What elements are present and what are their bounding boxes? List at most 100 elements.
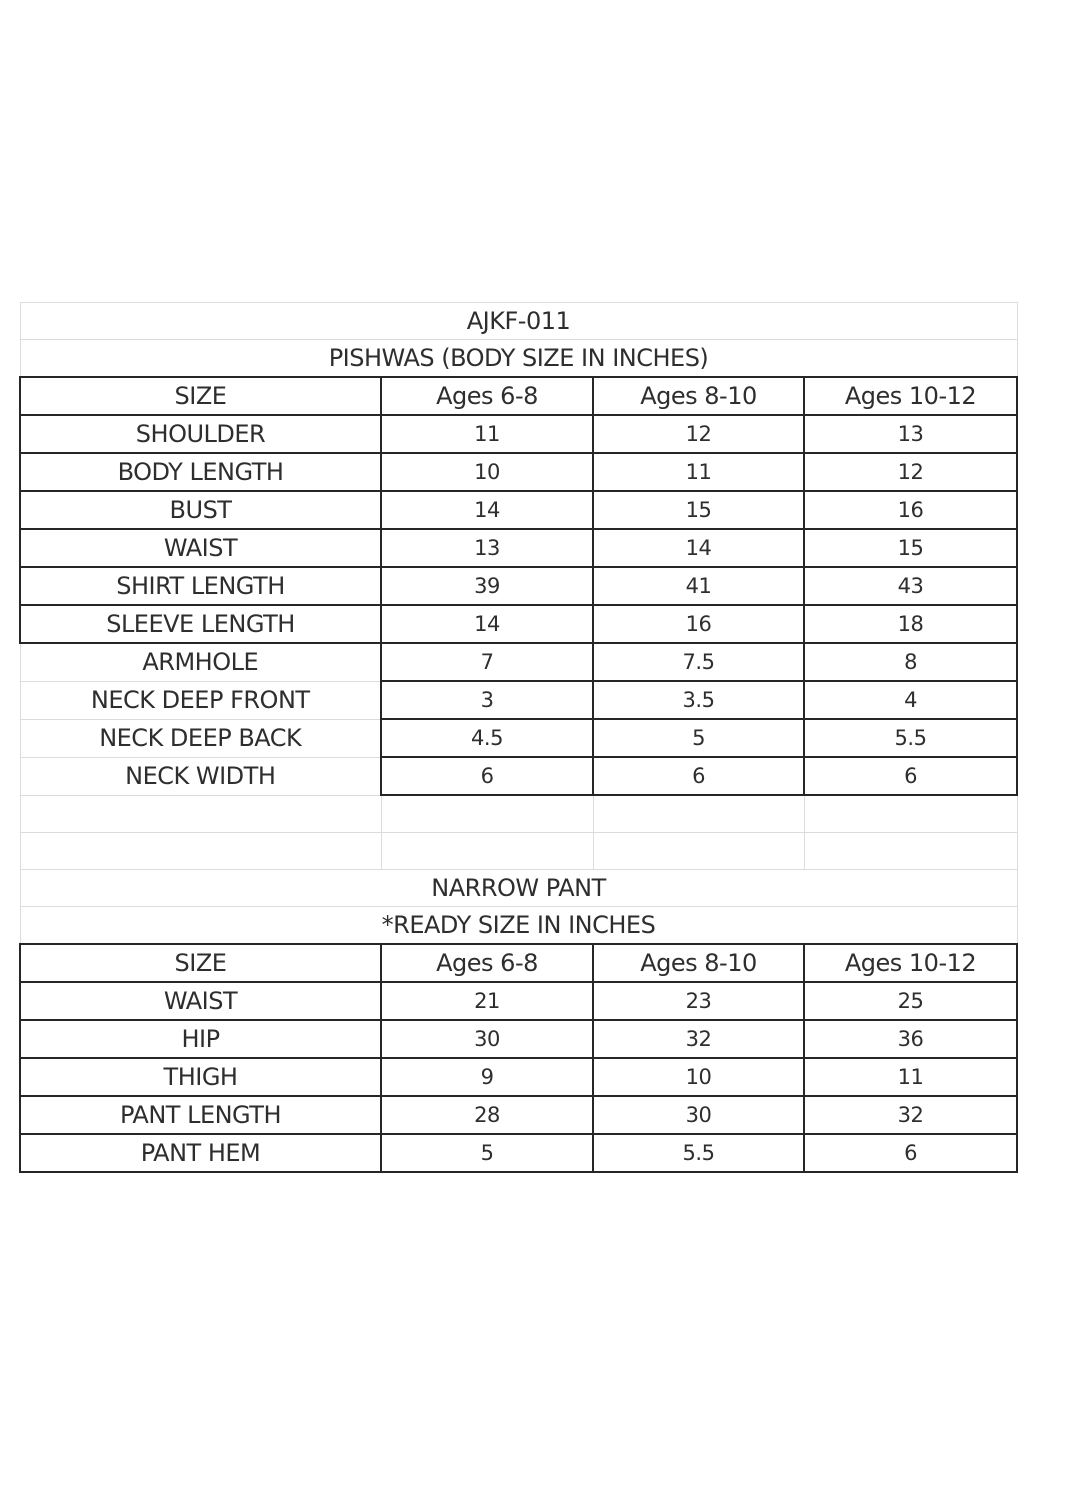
section-title: PISHWAS (BODY SIZE IN INCHES) bbox=[19, 339, 1018, 378]
empty-cell bbox=[380, 832, 594, 870]
cell-value: 9 bbox=[380, 1057, 594, 1097]
table-row: NECK DEEP FRONT 3 3.5 4 bbox=[19, 680, 1019, 720]
cell-value: 14 bbox=[380, 490, 594, 530]
cell-value: 12 bbox=[592, 414, 805, 454]
table-row: SHIRT LENGTH 39 41 43 bbox=[19, 566, 1019, 606]
table-row: BUST 14 15 16 bbox=[19, 490, 1019, 530]
title-row: *READY SIZE IN INCHES bbox=[19, 906, 1018, 945]
cell-value: 6 bbox=[592, 756, 805, 796]
cell-value: 15 bbox=[592, 490, 805, 530]
cell-value: 32 bbox=[802, 1095, 1019, 1135]
row-label: SLEEVE LENGTH bbox=[19, 604, 382, 644]
cell-value: 41 bbox=[592, 566, 805, 606]
row-label: PANT HEM bbox=[19, 1133, 382, 1173]
table-row: BODY LENGTH 10 11 12 bbox=[19, 452, 1019, 492]
header-row: SIZE Ages 6-8 Ages 8-10 Ages 10-12 bbox=[19, 943, 1019, 983]
cell-value: 32 bbox=[592, 1019, 805, 1059]
cell-value: 36 bbox=[802, 1019, 1019, 1059]
cell-value: 16 bbox=[592, 604, 805, 644]
column-header: Ages 10-12 bbox=[802, 376, 1019, 416]
row-label: HIP bbox=[19, 1019, 382, 1059]
cell-value: 39 bbox=[380, 566, 594, 606]
table-row: SLEEVE LENGTH 14 16 18 bbox=[19, 604, 1019, 644]
section-subtitle: *READY SIZE IN INCHES bbox=[19, 906, 1018, 945]
cell-value: 16 bbox=[802, 490, 1019, 530]
empty-cell bbox=[380, 794, 594, 833]
cell-value: 10 bbox=[380, 452, 594, 492]
table-row: THIGH 9 10 11 bbox=[19, 1057, 1019, 1097]
empty-cell bbox=[803, 832, 1018, 870]
cell-value: 18 bbox=[802, 604, 1019, 644]
cell-value: 7 bbox=[380, 642, 594, 682]
cell-value: 5 bbox=[380, 1133, 594, 1173]
table-row: HIP 30 32 36 bbox=[19, 1019, 1019, 1059]
cell-value: 4.5 bbox=[380, 718, 594, 758]
cell-value: 11 bbox=[802, 1057, 1019, 1097]
cell-value: 4 bbox=[802, 680, 1019, 720]
empty-cell bbox=[592, 832, 805, 870]
row-label: NECK DEEP BACK bbox=[19, 718, 382, 758]
title-row: AJKF-011 bbox=[19, 302, 1018, 340]
cell-value: 3 bbox=[380, 680, 594, 720]
row-label: PANT LENGTH bbox=[19, 1095, 382, 1135]
cell-value: 30 bbox=[592, 1095, 805, 1135]
cell-value: 10 bbox=[592, 1057, 805, 1097]
cell-value: 14 bbox=[380, 604, 594, 644]
title-row: PISHWAS (BODY SIZE IN INCHES) bbox=[19, 339, 1018, 378]
cell-value: 23 bbox=[592, 981, 805, 1021]
row-label: WAIST bbox=[19, 528, 382, 568]
table-row: PANT LENGTH 28 30 32 bbox=[19, 1095, 1019, 1135]
size-chart-table: AJKF-011 PISHWAS (BODY SIZE IN INCHES) SIZ… bbox=[19, 302, 1019, 1173]
table-row: NECK DEEP BACK 4.5 5 5.5 bbox=[19, 718, 1019, 758]
column-header: Ages 6-8 bbox=[380, 376, 594, 416]
cell-value: 12 bbox=[802, 452, 1019, 492]
column-header: SIZE bbox=[19, 943, 382, 983]
empty-row bbox=[19, 832, 1018, 870]
cell-value: 30 bbox=[380, 1019, 594, 1059]
table-row: NECK WIDTH 6 6 6 bbox=[19, 756, 1019, 796]
empty-cell bbox=[803, 794, 1018, 833]
table-row: WAIST 13 14 15 bbox=[19, 528, 1019, 568]
row-label: THIGH bbox=[19, 1057, 382, 1097]
cell-value: 11 bbox=[380, 414, 594, 454]
column-header: Ages 6-8 bbox=[380, 943, 594, 983]
empty-row bbox=[19, 794, 1018, 833]
column-header: Ages 8-10 bbox=[592, 943, 805, 983]
table-row: PANT HEM 5 5.5 6 bbox=[19, 1133, 1019, 1173]
table-row: WAIST 21 23 25 bbox=[19, 981, 1019, 1021]
cell-value: 6 bbox=[802, 1133, 1019, 1173]
section-title: NARROW PANT bbox=[19, 869, 1018, 907]
cell-value: 13 bbox=[802, 414, 1019, 454]
empty-cell bbox=[19, 794, 382, 833]
row-label: WAIST bbox=[19, 981, 382, 1021]
table-row: SHOULDER 11 12 13 bbox=[19, 414, 1019, 454]
cell-value: 6 bbox=[380, 756, 594, 796]
cell-value: 6 bbox=[802, 756, 1019, 796]
cell-value: 15 bbox=[802, 528, 1019, 568]
cell-value: 11 bbox=[592, 452, 805, 492]
row-label: NECK WIDTH bbox=[19, 756, 382, 796]
cell-value: 5.5 bbox=[802, 718, 1019, 758]
cell-value: 21 bbox=[380, 981, 594, 1021]
column-header: SIZE bbox=[19, 376, 382, 416]
row-label: BODY LENGTH bbox=[19, 452, 382, 492]
cell-value: 25 bbox=[802, 981, 1019, 1021]
cell-value: 13 bbox=[380, 528, 594, 568]
column-header: Ages 8-10 bbox=[592, 376, 805, 416]
row-label: ARMHOLE bbox=[19, 642, 382, 682]
empty-cell bbox=[19, 832, 382, 870]
cell-value: 43 bbox=[802, 566, 1019, 606]
cell-value: 3.5 bbox=[592, 680, 805, 720]
row-label: SHIRT LENGTH bbox=[19, 566, 382, 606]
row-label: NECK DEEP FRONT bbox=[19, 680, 382, 720]
cell-value: 7.5 bbox=[592, 642, 805, 682]
header-row: SIZE Ages 6-8 Ages 8-10 Ages 10-12 bbox=[19, 376, 1019, 416]
cell-value: 8 bbox=[802, 642, 1019, 682]
column-header: Ages 10-12 bbox=[802, 943, 1019, 983]
row-label: SHOULDER bbox=[19, 414, 382, 454]
cell-value: 28 bbox=[380, 1095, 594, 1135]
empty-cell bbox=[592, 794, 805, 833]
cell-value: 14 bbox=[592, 528, 805, 568]
cell-value: 5 bbox=[592, 718, 805, 758]
cell-value: 5.5 bbox=[592, 1133, 805, 1173]
